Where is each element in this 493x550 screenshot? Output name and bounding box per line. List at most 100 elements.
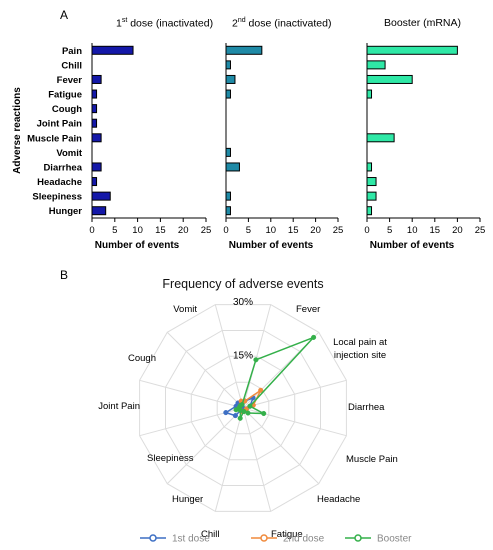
radar-axis-label: Headache bbox=[317, 494, 360, 505]
bar-title-3-a: Booster (mRNA) bbox=[384, 17, 462, 29]
bar-fatigue bbox=[91, 89, 98, 99]
x-tick-label: 20 bbox=[452, 225, 463, 236]
bar-headache bbox=[91, 177, 98, 187]
x-tick-label: 15 bbox=[430, 225, 441, 236]
x-tick-label: 25 bbox=[475, 225, 486, 236]
radar-series-point bbox=[261, 410, 267, 417]
radar-ring bbox=[139, 304, 347, 512]
radar-chart: Frequency of adverse events 15% 30% Fever Lo… bbox=[98, 277, 412, 545]
radar-axis-label-line: Local pain at bbox=[333, 337, 387, 348]
radar-spoke bbox=[166, 407, 244, 485]
radar-axis-label: Sleepiness bbox=[147, 453, 194, 464]
bar-headache bbox=[366, 177, 377, 187]
radar-spoke bbox=[242, 304, 272, 409]
bar-sleepiness bbox=[366, 191, 377, 201]
radar-axis-label: Cough bbox=[128, 353, 156, 364]
radar-axis-label: Joint Pain bbox=[98, 401, 140, 412]
radar-spoke bbox=[242, 379, 347, 409]
x-axis-label: Number of events bbox=[229, 240, 314, 251]
radar-series-point bbox=[239, 402, 245, 408]
bar-hunger bbox=[225, 206, 231, 216]
bar-title-1-a: 1 bbox=[116, 17, 122, 30]
radar-axis-label: Local pain at injection site bbox=[333, 337, 387, 361]
radar-axis-label: Hunger bbox=[172, 494, 203, 505]
bar-sleepiness bbox=[225, 191, 231, 201]
radar-axis-label: Diarrhea bbox=[348, 402, 385, 413]
bar-title-2-b: dose (inactivated) bbox=[245, 17, 332, 30]
bar-diarrhea bbox=[225, 162, 240, 172]
x-tick-label: 20 bbox=[310, 225, 321, 236]
x-tick-label: 10 bbox=[266, 225, 277, 236]
bar-title-1-sup: st bbox=[121, 17, 128, 24]
radar-series-booster bbox=[233, 334, 317, 421]
bar-vomit bbox=[225, 147, 231, 157]
radar-axis-label: Muscle Pain bbox=[346, 454, 398, 465]
radar-series-point bbox=[232, 413, 238, 419]
category-label: Muscle Pain bbox=[27, 133, 82, 144]
radar-series-point bbox=[223, 410, 229, 416]
category-label: Headache bbox=[37, 177, 82, 188]
panel-label-a: A bbox=[60, 8, 69, 22]
legend-marker bbox=[149, 534, 157, 542]
bar-cough bbox=[91, 104, 98, 114]
bar-muscle-pain bbox=[366, 133, 395, 143]
x-tick-label: 15 bbox=[155, 225, 166, 236]
category-label: Pain bbox=[62, 46, 82, 57]
legend-label: 2nd dose bbox=[283, 534, 325, 545]
legend-label: Booster bbox=[377, 534, 412, 545]
bar-fever bbox=[366, 74, 413, 84]
x-tick-label: 5 bbox=[246, 225, 251, 236]
radar-spoke bbox=[242, 407, 272, 512]
bar-title-1: 1st dose (inactivated) bbox=[116, 17, 213, 30]
category-label: Vomit bbox=[56, 148, 83, 159]
radar-series-point bbox=[253, 357, 259, 363]
radar-spoke bbox=[214, 304, 244, 409]
radar-ring-label: 15% bbox=[233, 351, 253, 362]
category-label: Cough bbox=[52, 104, 82, 115]
radar-series-point bbox=[247, 403, 253, 409]
category-label: Diarrhea bbox=[43, 162, 82, 173]
radar-series-point bbox=[311, 334, 317, 340]
bar-pain bbox=[366, 45, 458, 55]
legend-marker bbox=[260, 534, 268, 542]
legend-marker bbox=[354, 534, 362, 542]
legend-item: 1st dose bbox=[140, 534, 210, 545]
bar-diarrhea bbox=[366, 162, 373, 172]
radar-axis-label: Chill bbox=[201, 529, 219, 540]
panel-label-b: B bbox=[60, 268, 69, 282]
radar-axis-label: Vomit bbox=[173, 304, 197, 315]
radar-title: Frequency of adverse events bbox=[162, 277, 323, 291]
bar-title-3: Booster (mRNA) bbox=[384, 17, 461, 29]
bar-pain bbox=[225, 45, 263, 55]
category-label: Joint Pain bbox=[37, 119, 83, 130]
radar-series-point bbox=[233, 407, 239, 413]
bar-diarrhea bbox=[91, 162, 102, 172]
radar-axis-label: Fever bbox=[296, 304, 320, 315]
x-tick-label: 0 bbox=[364, 225, 369, 236]
bar-chill bbox=[366, 60, 386, 70]
x-tick-label: 0 bbox=[223, 225, 228, 236]
radar-series-point bbox=[258, 387, 264, 393]
category-label: Fever bbox=[57, 75, 83, 86]
x-tick-label: 10 bbox=[407, 225, 418, 236]
bar-fever bbox=[225, 74, 236, 84]
category-label: Chill bbox=[61, 60, 82, 71]
radar-ring-label: 30% bbox=[233, 297, 253, 308]
radar-spoke bbox=[214, 407, 244, 512]
category-label: Sleepiness bbox=[32, 192, 82, 203]
radar-spoke bbox=[242, 407, 347, 437]
x-tick-label: 20 bbox=[178, 225, 189, 236]
bar-chill bbox=[225, 60, 231, 70]
bar-hunger bbox=[366, 206, 373, 216]
bar-chart-1: Pain Chill Fever Fatigue Cough Joint Pain Musc… bbox=[12, 43, 211, 251]
category-label: Fatigue bbox=[48, 90, 82, 101]
bar-chart-3: 0 5 10 15 20 25 Number of events bbox=[364, 43, 485, 251]
radar-series-point bbox=[237, 415, 243, 421]
x-tick-label: 5 bbox=[387, 225, 392, 236]
bar-joint-pain bbox=[91, 118, 98, 128]
bar-fatigue bbox=[225, 89, 231, 99]
x-tick-label: 10 bbox=[132, 225, 143, 236]
x-tick-label: 25 bbox=[333, 225, 344, 236]
